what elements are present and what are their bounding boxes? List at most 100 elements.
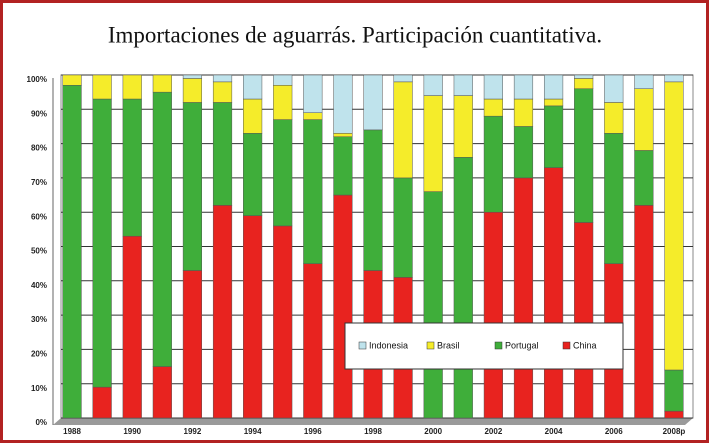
bar-segment xyxy=(664,74,684,83)
bar-segment xyxy=(513,177,534,419)
x-tick-label: 1988 xyxy=(63,427,81,436)
bar-segment xyxy=(303,112,323,120)
bar-segment xyxy=(513,98,534,127)
x-tick-label: 2000 xyxy=(424,427,442,436)
legend-swatch xyxy=(426,341,435,350)
bar-segment xyxy=(393,74,413,83)
y-tick-label: 0% xyxy=(35,418,47,427)
bar-segment xyxy=(182,270,203,419)
bar-segment xyxy=(243,74,263,100)
bar-segment xyxy=(212,74,233,83)
legend-label: China xyxy=(573,340,597,350)
bar-segment xyxy=(333,133,353,137)
bar-segment xyxy=(664,369,684,412)
legend-swatch xyxy=(494,341,503,350)
bar-segment xyxy=(483,98,503,117)
bar-segment xyxy=(212,81,233,103)
bar-segment xyxy=(152,91,172,367)
bar-segment xyxy=(393,177,413,278)
bar-segment xyxy=(363,129,383,271)
x-tick-label: 2006 xyxy=(605,427,623,436)
bar-segment xyxy=(543,98,564,107)
legend-swatch xyxy=(358,341,367,350)
bar-segment xyxy=(243,133,263,216)
bar-segment xyxy=(483,211,503,419)
bar-segment xyxy=(333,74,353,134)
bar-segment xyxy=(483,115,503,213)
y-tick-label: 50% xyxy=(31,247,47,256)
bar-segment xyxy=(634,150,654,206)
bar-segment xyxy=(62,74,82,86)
y-tick-label: 70% xyxy=(31,178,47,187)
legend-box xyxy=(344,322,624,370)
bar-segment xyxy=(604,102,624,134)
bar-segment xyxy=(483,74,503,100)
bar-segment xyxy=(92,386,112,419)
x-tick-label: 2008p xyxy=(663,427,686,436)
bar-segment xyxy=(634,205,654,419)
bar-segment xyxy=(303,74,323,113)
y-tick-label: 20% xyxy=(31,350,47,359)
bar-segment xyxy=(243,215,263,419)
x-tick-label: 1990 xyxy=(123,427,141,436)
bar-segment xyxy=(152,366,172,419)
bar-segment xyxy=(273,119,293,227)
bar-segment xyxy=(333,136,353,196)
x-tick-label: 1998 xyxy=(364,427,382,436)
bar-segment xyxy=(604,133,624,264)
bar-segment xyxy=(333,194,353,419)
bar-segment xyxy=(574,78,594,89)
bar-segment xyxy=(62,85,82,419)
legend-label: Portugal xyxy=(505,340,539,350)
y-tick-label: 90% xyxy=(31,109,47,118)
y-tick-label: 80% xyxy=(31,144,47,153)
bar-segment xyxy=(92,98,112,388)
y-tick-label: 10% xyxy=(31,384,47,393)
bar-segment xyxy=(212,102,233,206)
bar-segment xyxy=(513,126,534,179)
bar-segment xyxy=(92,74,112,100)
bar-segment xyxy=(303,263,323,419)
bar-segment xyxy=(182,78,203,103)
y-tick-label: 30% xyxy=(31,315,47,324)
bar-segment xyxy=(423,191,443,419)
bar-segment xyxy=(152,74,172,93)
bar-segment xyxy=(303,119,323,264)
bar-segment xyxy=(574,74,594,79)
bar-segment xyxy=(122,235,142,419)
bar-segment xyxy=(182,102,203,271)
y-tick-label: 100% xyxy=(27,75,47,84)
bar-segment xyxy=(664,410,684,419)
bar-segment xyxy=(273,74,293,86)
bar-segment xyxy=(423,74,443,96)
bar-segment xyxy=(273,225,293,419)
x-tick-label: 2002 xyxy=(484,427,502,436)
bar-segment xyxy=(634,74,654,89)
bar-segment xyxy=(574,88,594,223)
bar-segment xyxy=(604,74,624,103)
bar-segment xyxy=(212,205,233,419)
y-tick-label: 60% xyxy=(31,212,47,221)
bar-segment xyxy=(423,95,443,192)
bar-segment xyxy=(453,95,473,158)
bar-segment xyxy=(543,74,564,100)
x-tick-label: 1992 xyxy=(184,427,202,436)
bar-segment xyxy=(453,157,473,419)
plot-floor xyxy=(53,418,693,425)
x-tick-label: 1996 xyxy=(304,427,322,436)
bar-segment xyxy=(182,74,203,79)
x-tick-label: 1994 xyxy=(244,427,262,436)
bar-segment xyxy=(122,74,142,100)
bar-segment xyxy=(363,74,383,131)
bar-segment xyxy=(634,88,654,151)
chart: Importaciones de aguarrás. Participación… xyxy=(27,22,694,436)
bar-segment xyxy=(393,81,413,179)
bar-segment xyxy=(574,222,594,419)
bar-segment xyxy=(543,167,564,419)
bar-segment xyxy=(122,98,142,237)
bar-segment xyxy=(543,105,564,168)
x-tick-label: 2004 xyxy=(545,427,563,436)
y-tick-label: 40% xyxy=(31,281,47,290)
bar-segment xyxy=(453,74,473,96)
